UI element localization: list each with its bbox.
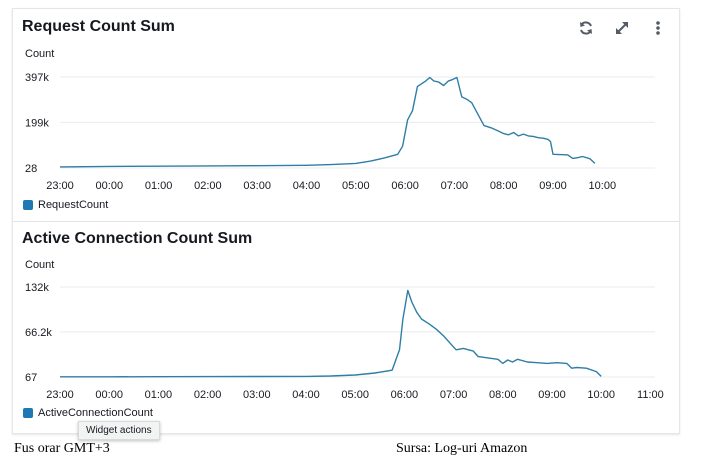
legend-label: RequestCount [38, 199, 109, 211]
x-tick-label: 02:00 [194, 389, 222, 401]
x-tick-label: 23:00 [46, 389, 74, 401]
legend-request-count[interactable]: RequestCount [23, 199, 108, 211]
y-tick-label: 28 [25, 163, 37, 175]
y-tick-label: 67 [25, 372, 37, 384]
x-tick-label: 07:00 [440, 389, 468, 401]
refresh-icon[interactable] [575, 17, 597, 39]
legend-label: ActiveConnectionCount [38, 407, 153, 419]
legend-active-connection[interactable]: ActiveConnectionCount [23, 407, 153, 419]
active-connection-chart: Count 132k 66.2k 67 23:00 00:00 01:00 02:00 03:0… [25, 259, 664, 401]
y-tick-label: 132k [25, 282, 49, 294]
caption-timezone: Fus orar GMT+3 [14, 441, 110, 456]
widget-actions-tooltip: Widget actions [78, 421, 160, 440]
x-tick-label: 23:00 [46, 180, 74, 192]
y-axis-label: Count [25, 48, 54, 60]
legend-swatch [23, 200, 33, 210]
x-tick-label: 01:00 [145, 389, 173, 401]
x-tick-label: 10:00 [589, 180, 617, 192]
x-tick-label: 06:00 [391, 389, 419, 401]
x-tick-label: 08:00 [490, 180, 518, 192]
x-tick-label: 03:00 [243, 389, 271, 401]
x-tick-label: 07:00 [441, 180, 469, 192]
y-tick-label: 199k [25, 117, 49, 129]
x-tick-label: 04:00 [292, 389, 320, 401]
request-count-chart: Count 397k 199k 28 23:00 00:00 01:00 02:00 03:00… [25, 48, 655, 192]
legend-swatch [23, 408, 33, 418]
request-count-widget: Request Count Sum Count 397k 199 [12, 8, 680, 222]
expand-icon[interactable] [611, 17, 633, 39]
x-tick-label: 02:00 [194, 180, 222, 192]
x-tick-label: 09:00 [539, 180, 567, 192]
x-tick-label: 06:00 [391, 180, 419, 192]
y-axis-label: Count [25, 259, 54, 271]
x-tick-label: 03:00 [243, 180, 271, 192]
x-tick-label: 05:00 [341, 389, 369, 401]
x-tick-label: 10:00 [587, 389, 615, 401]
series-line [60, 289, 602, 378]
y-tick-label: 397k [25, 72, 49, 84]
y-tick-label: 66.2k [25, 327, 52, 339]
x-tick-label: 00:00 [95, 389, 123, 401]
x-tick-label: 04:00 [293, 180, 321, 192]
x-tick-label: 08:00 [489, 389, 517, 401]
x-tick-label: 11:00 [637, 389, 664, 401]
x-tick-label: 00:00 [96, 180, 124, 192]
active-connection-widget: Active Connection Count Sum Count 132k 66.… [12, 222, 680, 434]
series-line [59, 76, 596, 168]
x-tick-label: 01:00 [145, 180, 173, 192]
caption-source: Sursa: Log-uri Amazon [396, 441, 528, 456]
x-tick-label: 09:00 [538, 389, 566, 401]
more-vertical-icon[interactable] [647, 17, 669, 39]
widget-title-request-count: Request Count Sum [22, 18, 175, 35]
widget-title-active-connection: Active Connection Count Sum [22, 230, 253, 247]
widget-actions [575, 17, 669, 39]
x-tick-label: 05:00 [342, 180, 370, 192]
